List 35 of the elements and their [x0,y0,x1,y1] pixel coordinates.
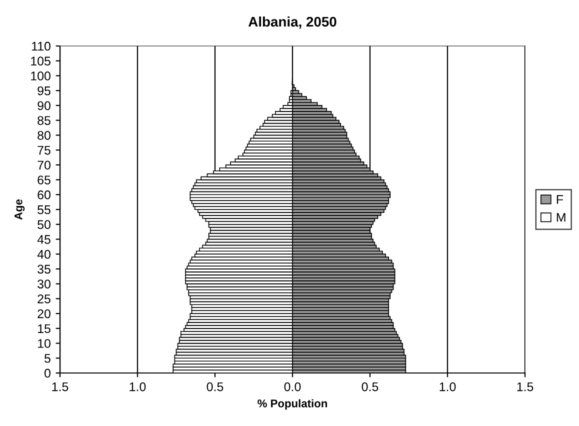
y-tick-label: 20 [38,309,50,318]
y-tick-label: 85 [38,116,50,125]
x-tick-label: 0.5 [206,382,224,392]
y-tick-label: 80 [38,130,50,140]
y-tick-label: 35 [38,264,50,274]
y-tick-label: 90 [38,101,50,110]
y-tick-label: 5 [44,354,50,363]
chart-title: Albania, 2050 [248,16,336,29]
y-tick-label: 70 [38,160,50,170]
x-tick-label: 1.0 [440,382,456,392]
x-axis-title: % Population [258,399,327,410]
x-tick-label: 1.5 [52,382,68,392]
y-tick-label: 0 [44,368,50,378]
y-tick-label: 30 [38,280,50,288]
y-tick-label: 10 [38,339,50,348]
y-axis-title: Age [14,199,25,220]
y-tick-label: 25 [38,294,50,304]
y-tick-label: 60 [38,190,50,200]
y-tick-label: 50 [38,220,50,230]
y-tick-label: 75 [38,146,50,155]
y-tick-label: 40 [37,250,50,259]
x-tick-label: 0.5 [362,382,378,392]
y-tick-label: 100 [31,72,50,80]
y-tick-label: 15 [38,324,50,334]
y-tick-label: 65 [38,176,50,184]
x-tick-label: 1.0 [130,382,146,392]
legend-label: M [556,213,566,222]
x-tick-label: 1.5 [517,382,534,392]
y-tick-label: 45 [37,235,50,244]
y-tick-label: 55 [38,205,50,214]
legend-label: F [556,195,564,204]
y-tick-label: 105 [31,56,50,66]
x-tick-label: 0.0 [284,382,301,392]
y-tick-label: 110 [32,42,50,51]
y-tick-label: 95 [38,86,50,96]
